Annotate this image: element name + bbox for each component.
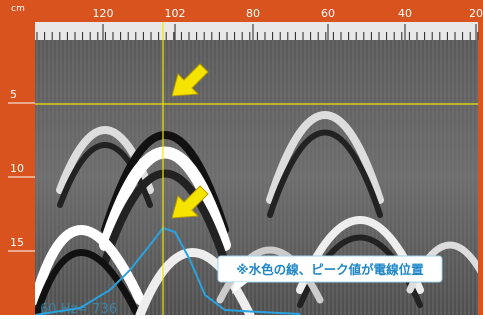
top-ruler-label: 120 — [93, 7, 114, 20]
top-ruler-label: 80 — [246, 7, 260, 20]
tick-strip — [35, 22, 478, 40]
top-ruler-label: 20 — [469, 7, 483, 20]
callout-text: ※水色の線、ピーク値が電線位置 — [236, 262, 424, 277]
top-ruler-label: 102 — [165, 7, 186, 20]
top-ruler-label: 60 — [321, 7, 335, 20]
readout: 60 Hz= 736 — [40, 302, 117, 315]
top-ruler-label: 40 — [398, 7, 412, 20]
left-ruler-label: 10 — [10, 162, 24, 175]
left-ruler-label: 5 — [10, 88, 17, 101]
radar-screen: ※水色の線、ピーク値が電線位置 60 Hz= 736 cm 120 102 80 60… — [0, 0, 483, 315]
left-ruler-label: 15 — [10, 236, 24, 249]
unit-label: cm — [11, 4, 25, 14]
